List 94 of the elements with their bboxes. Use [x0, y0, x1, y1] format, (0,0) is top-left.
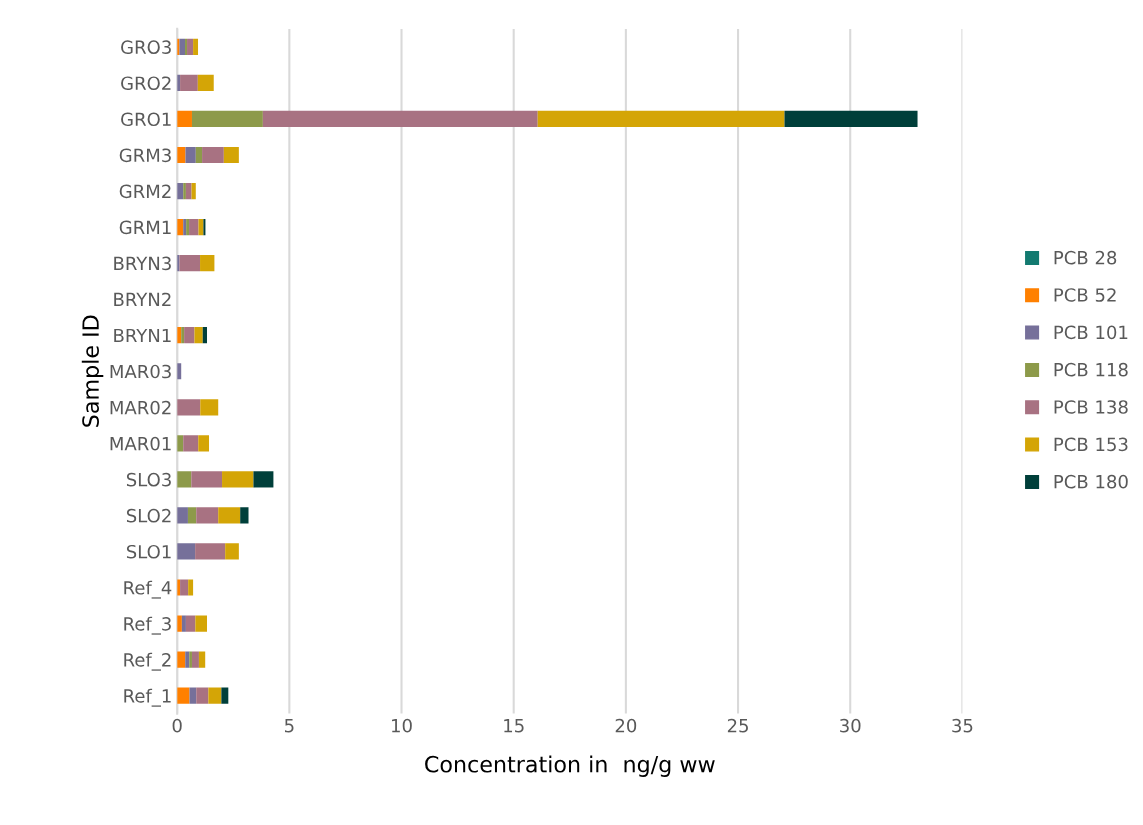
bar	[189, 687, 197, 704]
bar	[222, 471, 254, 488]
bar	[185, 146, 196, 164]
y-tick-label: GRM1	[119, 220, 171, 235]
legend-label: PCB 153	[1054, 437, 1128, 452]
bar	[240, 507, 249, 524]
x-tick-label: 25	[727, 718, 748, 733]
bar	[195, 615, 207, 632]
bar	[191, 182, 196, 200]
x-tick-label: 15	[504, 719, 524, 733]
bar	[200, 255, 215, 272]
legend-label: PCB 180	[1054, 474, 1128, 489]
legend-label: PCB 138	[1054, 400, 1128, 414]
bar	[184, 327, 195, 344]
x-tick-label: 20	[615, 718, 637, 733]
bar	[188, 579, 194, 596]
y-tick-label: MAR01	[110, 436, 171, 451]
y-tick-label: SLO1	[126, 544, 171, 559]
bar	[225, 543, 239, 560]
bar	[183, 182, 186, 200]
y-tick-label: GRO3	[121, 40, 171, 55]
bar	[202, 146, 224, 164]
bar	[197, 74, 214, 92]
bar	[262, 110, 538, 128]
y-axis-title: Sample ID	[81, 315, 104, 427]
bar	[189, 651, 192, 668]
bar	[193, 38, 199, 55]
bar	[181, 327, 185, 344]
y-tick-label: BRYN1	[114, 328, 171, 343]
bar	[223, 146, 239, 164]
bar	[177, 651, 186, 668]
bar	[784, 110, 918, 128]
bar	[180, 579, 189, 596]
bar	[177, 471, 192, 488]
bar	[185, 615, 196, 632]
bar	[200, 399, 219, 416]
y-tick-label: SLO3	[126, 472, 171, 487]
bar	[191, 110, 263, 128]
x-axis-title: Concentration in ng/g ww	[425, 755, 715, 777]
bar	[203, 218, 206, 236]
y-tick-label: BRYN3	[114, 256, 171, 271]
x-tick-label: 30	[840, 718, 861, 733]
y-tick-label: SLO2	[126, 508, 171, 523]
bar	[177, 399, 201, 416]
bar	[185, 651, 190, 668]
y-tick-label: Ref_3	[124, 616, 171, 635]
bar	[177, 543, 196, 560]
bar	[253, 471, 274, 488]
bar	[194, 327, 203, 344]
bar	[198, 218, 204, 236]
y-tick-label: MAR02	[110, 400, 171, 415]
bar	[221, 687, 229, 704]
bar	[537, 110, 785, 128]
bar	[202, 327, 207, 344]
bar	[179, 255, 201, 272]
x-tick-label: 5	[284, 719, 294, 733]
bar	[189, 218, 199, 236]
y-tick-label: GRO1	[121, 112, 171, 127]
bar	[196, 687, 209, 704]
bar	[187, 507, 197, 524]
y-tick-label: Ref_1	[124, 688, 171, 707]
legend-label: PCB 101	[1054, 325, 1128, 340]
bar	[191, 471, 223, 488]
bar	[195, 543, 226, 560]
bar	[195, 146, 203, 164]
y-tick-label: Ref_2	[124, 652, 171, 671]
x-tick-label: 0	[172, 718, 182, 733]
bar	[181, 615, 186, 632]
x-tick-label: 10	[392, 718, 412, 733]
bar	[185, 38, 188, 55]
bar	[187, 38, 194, 55]
bar	[177, 687, 190, 704]
legend-label: PCB 28	[1054, 250, 1117, 265]
bar	[208, 687, 222, 704]
bar	[198, 651, 206, 668]
y-tick-label: GRM3	[119, 148, 171, 163]
y-tick-label: BRYN2	[114, 292, 171, 307]
y-tick-label: GRM2	[119, 184, 171, 199]
bar	[183, 435, 199, 452]
bar	[191, 651, 199, 668]
bar	[177, 507, 188, 524]
x-tick-label: 35	[952, 718, 973, 733]
bar	[196, 507, 219, 524]
legend-label: PCB 118	[1054, 362, 1128, 377]
bar	[180, 74, 198, 92]
y-tick-label: MAR03	[110, 364, 171, 379]
bar	[185, 182, 192, 200]
bar	[177, 110, 192, 128]
y-tick-label: GRO2	[121, 76, 171, 91]
bar	[198, 435, 210, 452]
legend-label: PCB 52	[1054, 288, 1116, 302]
y-tick-label: Ref_4	[124, 580, 172, 599]
bar	[179, 38, 186, 55]
bar	[218, 507, 241, 524]
